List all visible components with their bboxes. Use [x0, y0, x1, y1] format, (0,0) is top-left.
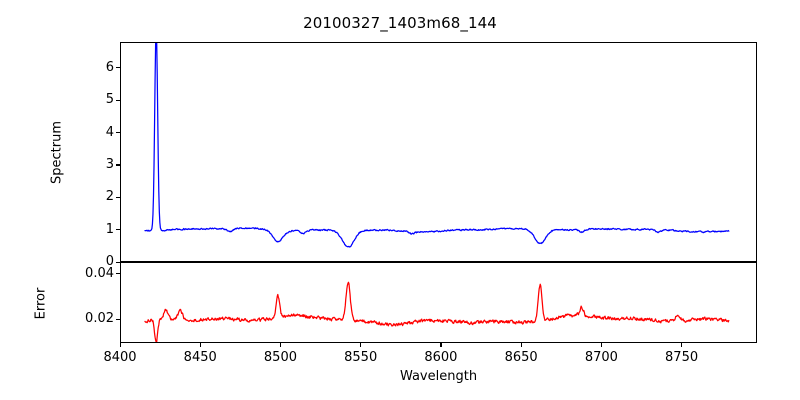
- x-axis-label: Wavelength: [399, 369, 478, 384]
- x-axis-tick-label: 8400: [103, 350, 137, 365]
- x-axis-tick-mark: [600, 343, 602, 347]
- spectrum-ytick-label: 6: [105, 59, 114, 75]
- spectrum-ytick-mark: [116, 261, 120, 263]
- x-axis-tick-mark: [199, 343, 201, 347]
- page-title: 20100327_1403m68_144: [303, 14, 497, 32]
- x-axis-tick-mark: [279, 343, 282, 347]
- spectrum-ytick-mark: [116, 67, 120, 69]
- x-axis-tick-mark: [520, 343, 522, 347]
- spectrum-ytick-label: 2: [105, 189, 114, 205]
- x-axis-tick-mark: [119, 343, 121, 347]
- spectrum-ytick-label: 4: [105, 124, 114, 140]
- x-axis-tick-label: 8650: [504, 350, 538, 365]
- x-axis-tick-mark: [440, 343, 442, 347]
- spectrum-ytick-mark: [116, 132, 120, 134]
- x-axis-tick-label: 8750: [665, 350, 699, 365]
- spectrum-ytick-mark: [116, 196, 120, 198]
- x-axis-tick-label: 8450: [183, 350, 217, 365]
- spectrum-plot-area: [121, 43, 756, 261]
- error-ytick-mark: [116, 318, 120, 320]
- spectrum-ytick-label: 3: [105, 156, 114, 172]
- x-axis-tick-mark: [681, 343, 683, 347]
- error-ytick-label: 0.02: [85, 311, 114, 327]
- spectrum-ytick-mark: [116, 99, 120, 101]
- spectrum-ytick-mark: [116, 229, 120, 231]
- spectrum-axes: [120, 42, 757, 262]
- spectrum-ytick-label: 1: [105, 221, 114, 237]
- error-axis-label: Error: [33, 287, 49, 320]
- error-trace: [145, 282, 729, 342]
- spectrum-trace: [145, 43, 729, 247]
- spectrum-ytick-label: 0: [105, 254, 114, 269]
- error-ytick-label: 0.04: [85, 265, 114, 281]
- x-axis-tick-label: 8500: [263, 350, 297, 365]
- x-axis-tick-label: 8700: [584, 350, 618, 365]
- x-axis-tick-label: 8550: [344, 350, 378, 365]
- spectrum-ytick-mark: [116, 164, 120, 166]
- error-ytick-mark: [116, 273, 120, 275]
- x-axis-tick-label: 8600: [424, 350, 458, 365]
- x-axis-tick-mark: [360, 343, 362, 347]
- error-axes: [120, 262, 757, 343]
- spectrum-ytick-label: 5: [105, 92, 114, 108]
- spectrum-axis-label: Spectrum: [49, 121, 65, 184]
- error-plot-area: [121, 263, 756, 342]
